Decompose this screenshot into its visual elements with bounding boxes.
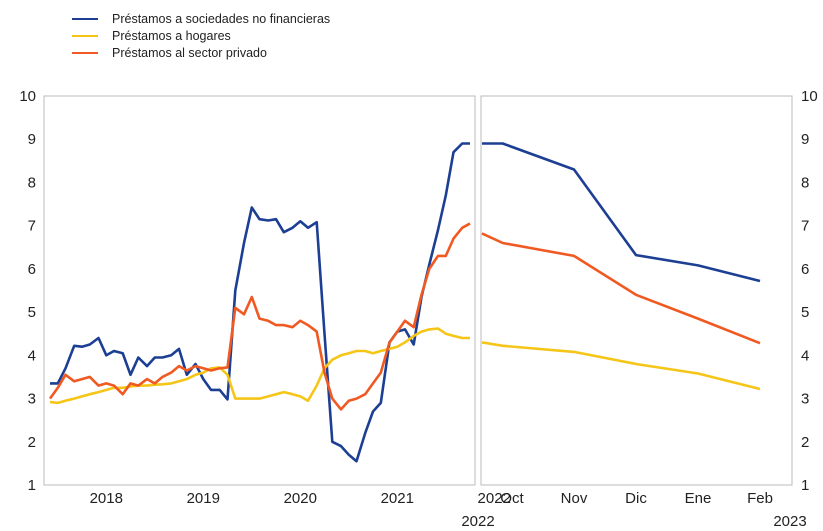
y-tick-left: 8 <box>28 174 36 191</box>
series-line-left <box>49 327 470 405</box>
y-tick-left: 1 <box>28 477 36 494</box>
y-tick-right: 4 <box>801 347 809 364</box>
y-tick-right: 1 <box>801 477 809 494</box>
y-tick-right: 9 <box>801 131 809 148</box>
y-tick-right: 2 <box>801 434 809 451</box>
y-tick-right: 8 <box>801 174 809 191</box>
y-tick-left: 6 <box>28 261 36 278</box>
legend-swatch-households <box>72 34 98 37</box>
y-tick-left: 9 <box>28 131 36 148</box>
y-tick-left: 4 <box>28 347 36 364</box>
legend-item-households: Préstamos a hogares <box>72 27 330 44</box>
y-tick-right: 3 <box>801 391 809 408</box>
right-panel-frame <box>480 95 793 486</box>
y-tick-left: 10 <box>19 88 36 105</box>
x-tick-right: Oct <box>500 490 524 507</box>
x-tick-right: Nov <box>561 490 588 507</box>
left-panel-frame <box>43 95 476 486</box>
y-tick-right: 10 <box>801 88 818 105</box>
x-tick-left: 2020 <box>284 490 317 507</box>
series-line-right <box>481 341 761 391</box>
y-tick-left: 5 <box>28 304 36 321</box>
y-tick-left: 2 <box>28 434 36 451</box>
year-label-2022: 2022 <box>461 513 494 530</box>
series-line-right <box>481 232 761 345</box>
x-tick-right: Ene <box>685 490 712 507</box>
legend-swatch-nfc <box>72 17 98 20</box>
y-tick-right: 6 <box>801 261 809 278</box>
y-tick-left: 7 <box>28 218 36 235</box>
legend-label-households: Préstamos a hogares <box>112 28 231 43</box>
series-line-left <box>50 142 470 463</box>
year-label-2023: 2023 <box>773 513 806 530</box>
series-line-right <box>482 142 761 283</box>
x-tick-right: Dic <box>625 490 647 507</box>
y-tick-left: 3 <box>28 391 36 408</box>
series-line-left <box>48 222 471 411</box>
legend-swatch-private <box>72 51 98 54</box>
x-tick-left: 2021 <box>381 490 414 507</box>
x-tick-left: 2022 <box>478 490 511 507</box>
legend-label-private: Préstamos al sector privado <box>112 45 267 60</box>
legend-item-nfc: Préstamos a sociedades no financieras <box>72 10 330 27</box>
y-tick-right: 7 <box>801 218 809 235</box>
legend-item-private: Préstamos al sector privado <box>72 44 330 61</box>
legend-label-nfc: Préstamos a sociedades no financieras <box>112 11 331 26</box>
x-tick-right: Feb <box>747 490 773 507</box>
y-tick-right: 5 <box>801 304 809 321</box>
x-tick-left: 2018 <box>90 490 123 507</box>
x-tick-left: 2019 <box>187 490 220 507</box>
legend: Préstamos a sociedades no financieras Pr… <box>72 10 330 61</box>
